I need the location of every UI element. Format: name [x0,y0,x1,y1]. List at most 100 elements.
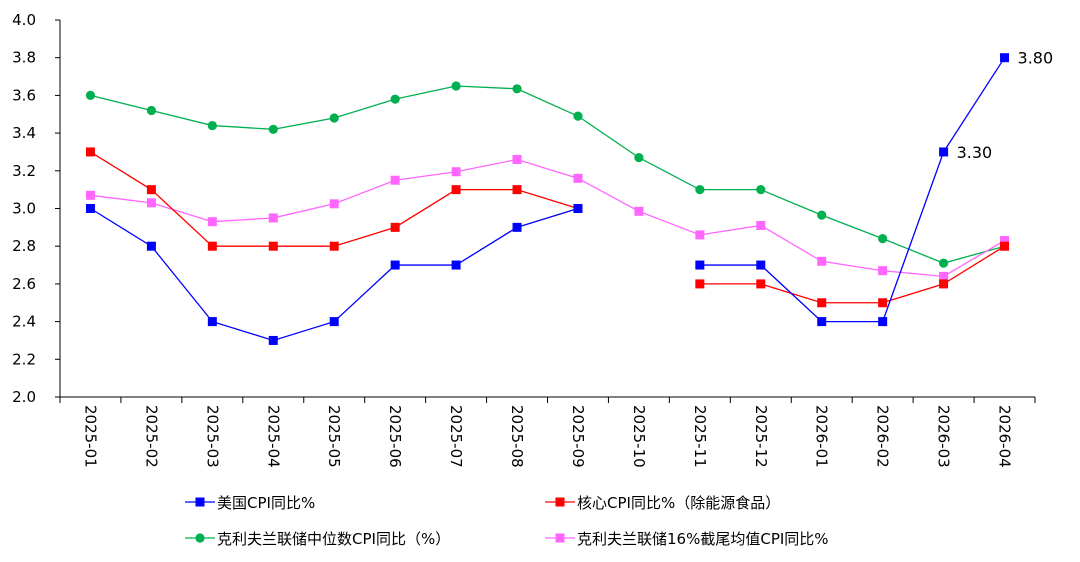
data-point [329,317,339,327]
y-tick-label: 2.0 [12,388,36,406]
data-point [573,204,583,213]
data-point [512,154,522,164]
data-point [207,241,217,251]
x-tick-label: 2025-02 [142,405,160,468]
data-point [390,175,400,185]
data-point [268,124,278,134]
data-label: 3.80 [1018,49,1054,68]
y-tick-label: 2.8 [12,237,36,255]
series-line [90,158,1005,278]
data-point [451,167,461,177]
data-point [85,147,95,157]
data-point [878,298,888,308]
data-point [817,256,827,266]
data-point [268,213,278,223]
x-axis: 2025-01 2025-02 2025-03 2025-04 2025-05 2025-… [59,396,1036,468]
series-line [90,151,579,247]
series-1 [85,147,1010,308]
legend-item: 克利夫兰联储中位数CPI同比（%） [185,530,450,548]
data-point [451,260,461,270]
data-point [878,317,888,327]
legend-marker [555,497,565,507]
data-point [207,317,217,327]
data-point [390,94,400,104]
data-point [756,260,766,270]
data-point [146,241,156,251]
y-axis: 2.0 2.2 2.4 2.6 2.8 3.0 3.2 3.4 3.6 3.8 4.0 [12,11,61,406]
data-point [146,105,157,116]
data-point [329,199,339,209]
data-point [1000,53,1010,63]
legend-item: 美国CPI同比% [185,494,315,512]
legend: 美国CPI同比% 核心CPI同比%（除能源食品） 克利夫兰联储中位数CPI同比（%）… [185,494,829,548]
y-tick-label: 2.2 [12,350,36,368]
data-point [695,230,705,240]
data-point [329,113,339,123]
data-point [939,279,949,289]
legend-marker [555,533,565,543]
data-point [268,241,278,251]
data-point [329,241,339,251]
y-tick-label: 3.0 [12,200,36,218]
legend-marker [195,497,205,507]
data-point [878,234,888,244]
data-point [817,298,827,308]
data-point [817,210,827,220]
legend-label: 核心CPI同比%（除能源食品） [577,494,780,512]
y-tick-label: 4.0 [12,11,36,29]
x-tick-label: 2025-12 [752,405,770,468]
data-point [451,81,461,91]
series-line [699,57,1006,323]
y-tick-label: 3.2 [12,162,36,180]
data-label: 3.30 [957,143,993,162]
data-point [695,260,705,270]
x-tick-label: 2025-09 [569,405,587,468]
data-point [938,258,949,268]
data-point [695,185,705,195]
data-point [390,222,400,232]
x-tick-label: 2026-04 [996,405,1014,468]
x-tick-label: 2025-06 [386,405,404,468]
data-point [85,204,95,213]
y-tick-label: 3.6 [12,86,36,104]
y-tick-label: 3.8 [12,49,36,67]
data-point [268,335,278,345]
data-point [390,260,400,270]
data-point [573,173,583,183]
data-point [85,90,96,100]
legend-label: 美国CPI同比% [217,494,315,512]
legend-item: 核心CPI同比%（除能源食品） [545,494,780,512]
data-point [634,206,644,216]
y-tick-label: 2.4 [12,313,36,331]
series-layer [85,53,1010,345]
data-point [1000,241,1010,251]
data-point [512,185,522,195]
data-point [939,147,949,157]
data-point [146,185,156,195]
series-2 [85,81,1010,268]
legend-label: 克利夫兰联储16%截尾均值CPI同比% [577,530,829,548]
data-point [817,317,827,327]
x-tick-label: 2025-05 [325,405,343,468]
y-tick-label: 2.6 [12,275,36,293]
data-point [146,198,156,208]
data-point [695,279,705,289]
data-point [85,190,95,200]
data-point [756,279,766,289]
legend-marker [195,533,205,543]
data-point [207,120,217,131]
legend-label: 克利夫兰联储中位数CPI同比（%） [217,530,450,548]
data-point [1000,236,1010,246]
data-point [573,111,583,121]
series-3 [85,154,1010,281]
x-tick-label: 2026-02 [874,405,892,468]
x-tick-label: 2025-11 [691,405,709,468]
data-point [939,271,949,281]
x-tick-label: 2026-03 [935,405,953,468]
data-point [756,185,766,195]
series-0 [85,53,1010,345]
data-point [512,84,522,94]
data-point [878,266,888,276]
y-tick-label: 3.4 [12,124,36,142]
